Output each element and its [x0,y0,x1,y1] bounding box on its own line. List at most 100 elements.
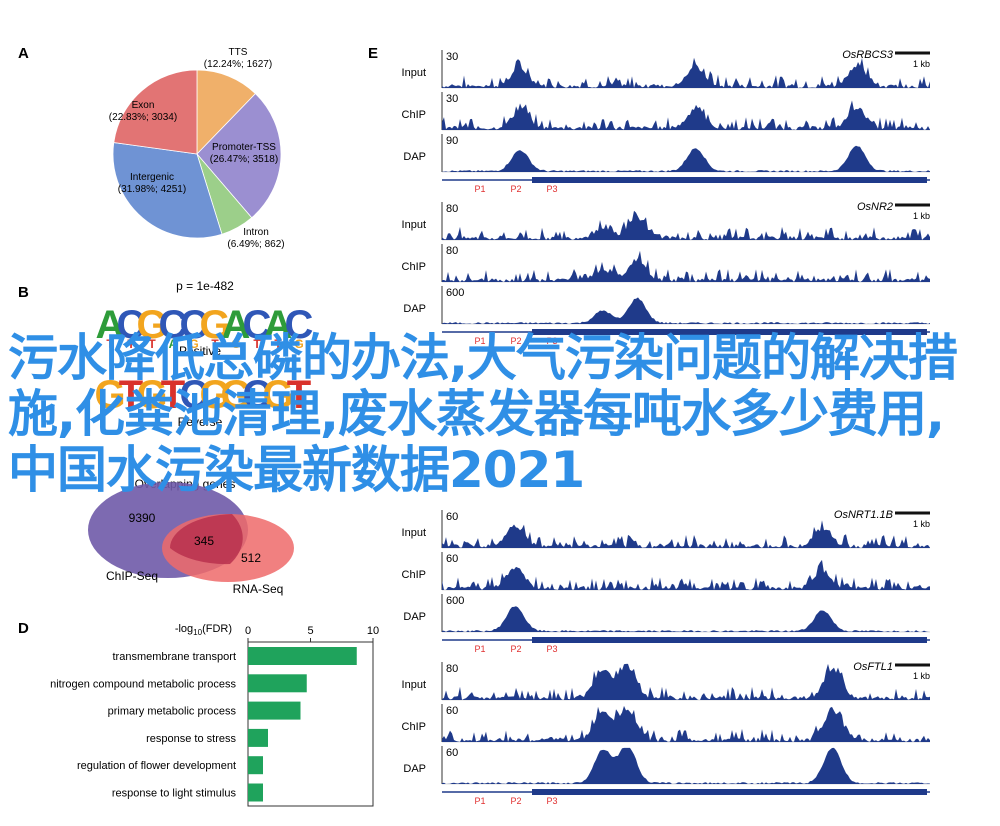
track-label: Input [402,67,426,79]
scale-bar-label: 1 kb [913,59,930,69]
motif-letter-forward: A [96,303,125,347]
track-signal [442,520,930,548]
motif-letter-minor: G [231,337,240,351]
gene-name: OsNRT1.1B [834,509,893,521]
track-scale: 90 [446,135,458,147]
panel-label-a: A [18,45,29,62]
track-signal [442,559,930,590]
overlay-title: 污水降低总磷的办法,大气污染问题的解决措施,化粪池清理,废水蒸发器每吨水多少费用… [8,329,958,499]
bar-category-label: regulation of flower development [77,760,236,772]
motif-letter-reverse: G [262,373,293,417]
venn-rna-label: RNA-Seq [233,582,284,596]
track-label: DAP [403,611,426,623]
bar-category-label: primary metabolic process [108,706,237,718]
scale-bar-label: 1 kb [913,519,930,529]
motif-reverse-label: Reverse [178,415,223,429]
venn-chip-count: 9390 [129,511,156,525]
motif-letter-forward: A [264,303,293,347]
track-scale: 80 [446,245,458,257]
motif-letter-minor: T [148,337,156,351]
track-signal [442,100,930,130]
motif-letter-minor: T [274,337,282,351]
track-signal [442,57,930,88]
track-label: ChIP [402,261,426,273]
primer-label: P3 [546,336,557,346]
track-scale: 30 [446,51,458,63]
pie-label-name: Intron [243,227,269,238]
motif-letter-minor: G [189,337,198,351]
bar-tick-label: 0 [245,625,251,637]
motif-letter-reverse: G [94,373,125,417]
track-label: Input [402,679,426,691]
track-label: ChIP [402,569,426,581]
primer-label: P3 [546,184,557,194]
venn-chip-label: ChIP-Seq [106,569,158,583]
go-bar-chart: -log10(FDR) 0 5 10 transmembrane transport n… [50,623,379,807]
bar [248,728,268,747]
bar-xlabel: -log10(FDR) [175,623,232,637]
track-signal [442,606,930,632]
panel-label-b: B [18,284,29,301]
track-signal [442,250,930,282]
motif-letter-reverse: C [180,373,209,417]
primer-label: P2 [510,184,521,194]
motif-letter-minor: T [253,337,261,351]
motif-letter-forward: A [222,303,251,347]
gene-name: OsRBCS3 [842,49,894,61]
track-scale: 600 [446,287,464,299]
motif-letter-reverse: G [199,373,230,417]
track-label: ChIP [402,109,426,121]
track-signal [442,210,930,240]
bar-plot-frame [247,641,374,807]
gene-name: OsFTL1 [853,661,893,673]
motif-letter-minor: G [294,337,303,351]
pie-chart: TTS(12.24%; 1627) Promoter-TSS(26.47%; 35… [109,47,285,250]
panel-label-e: E [368,45,378,62]
bar [248,647,357,665]
pie-label-value: (31.98%; 4251) [118,184,186,195]
track-scale: 60 [446,747,458,759]
track-label: Input [402,219,426,231]
bar [248,756,263,775]
pie-label-value: (12.24%; 1627) [204,59,272,70]
motif-letter-forward: C [117,303,146,347]
track-signal [442,145,930,172]
motif-letter-forward: C [243,303,272,347]
gene-model-exon [532,177,927,183]
primer-label: P1 [474,336,485,346]
pie-label-value: (26.47%; 3518) [210,154,278,165]
venn-diagram: Overlapping genes 9390 345 512 ChIP-Seq … [88,477,294,596]
primer-label: P2 [510,336,521,346]
motif-letter-reverse: T [119,373,143,417]
primer-label: P3 [546,796,557,806]
motif-letter-forward: G [199,303,230,347]
pie-slice-intergenic [112,142,223,239]
bar-category-label: nitrogen compound metabolic process [50,678,236,690]
track-label: Input [402,527,426,539]
venn-overlap-count: 345 [194,534,214,548]
pie-label-value: (6.49%; 862) [227,239,284,250]
motif-letter-minor: A [169,337,178,351]
gene-model-exon [532,329,927,335]
scale-bar-label: 1 kb [913,671,930,681]
track-scale: 600 [446,595,464,607]
motif-letter-minor: T [211,337,219,351]
motif-letter-reverse: C [243,373,272,417]
motif-forward-label: Positive [179,344,221,358]
motif-letter-reverse: G [136,373,167,417]
panel-label-d: D [18,620,29,637]
track-label: ChIP [402,721,426,733]
primer-label: P1 [474,184,485,194]
primer-label: P3 [546,644,557,654]
track-scale: 60 [446,511,458,523]
bar [248,783,263,802]
pie-label-name: Exon [132,100,155,111]
motif-pvalue: p = 1e-482 [176,279,234,293]
bar-category-label: response to light stimulus [112,788,237,800]
bar-tick-label: 5 [307,625,313,637]
primer-label: P2 [510,796,521,806]
motif-letter-forward: C [285,303,314,347]
bar [248,674,307,693]
gene-model-exon [532,789,927,795]
